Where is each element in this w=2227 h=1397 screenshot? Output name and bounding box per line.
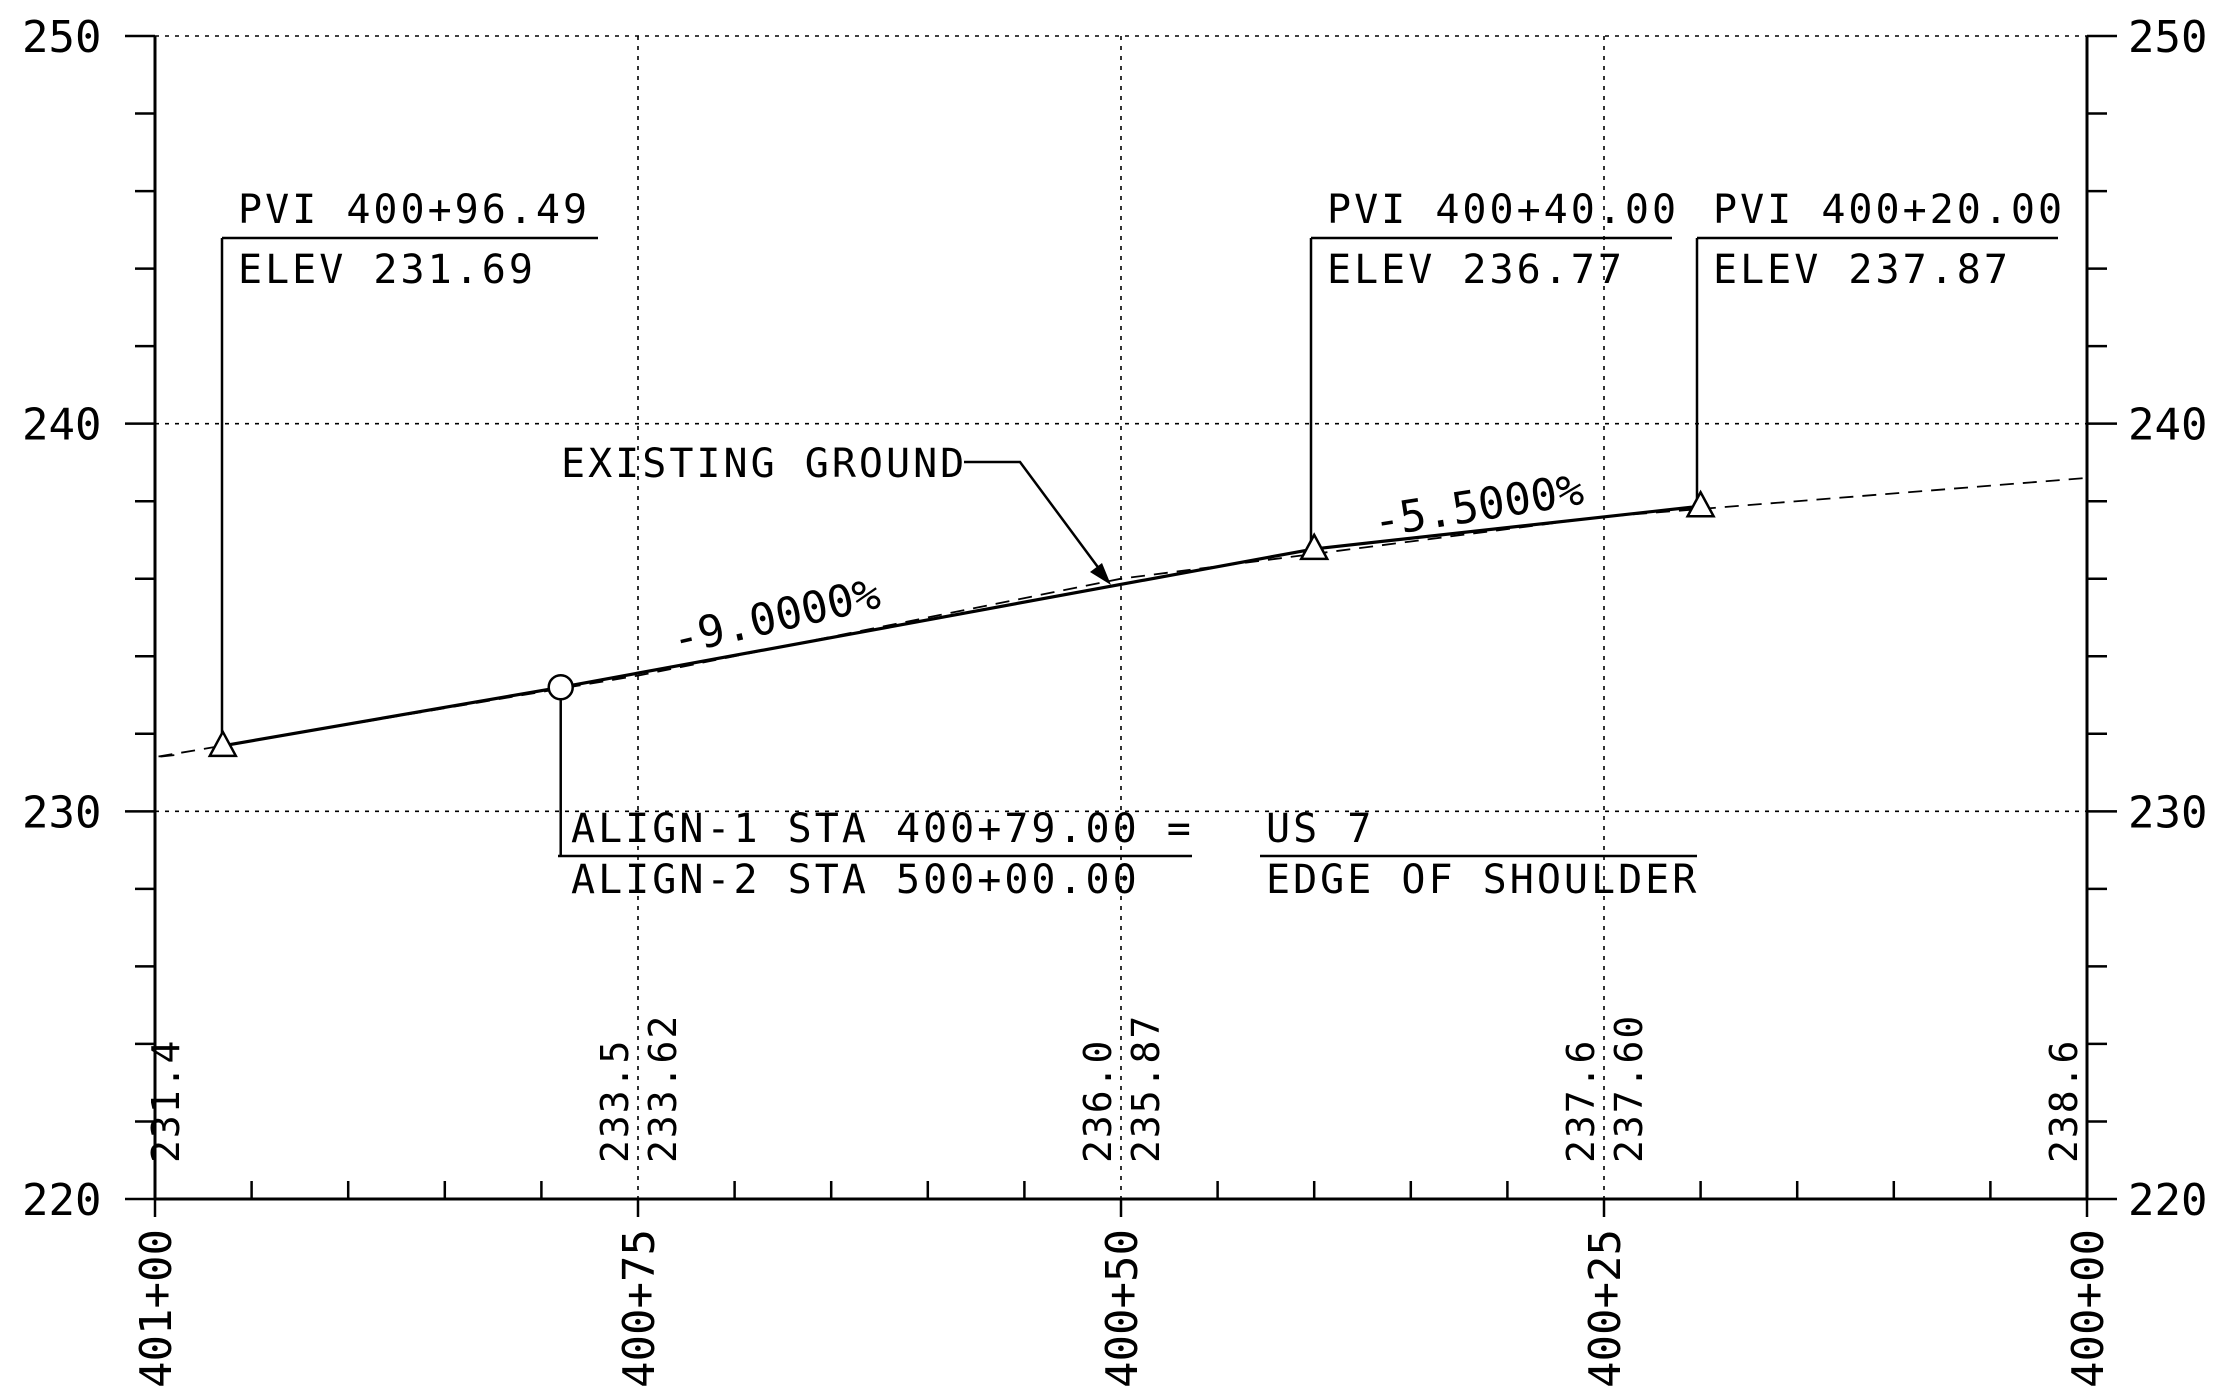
y-tick-labels: 220 220 230 230 240 240 250 250 (22, 12, 2207, 1226)
grade-label-1: -9.0000% (667, 568, 885, 665)
existing-elevation-label: 233.5 (593, 1039, 637, 1163)
station-equation-line1: ALIGN-1 STA 400+79.00 = (571, 806, 1194, 852)
x-tick-label: 400+75 (614, 1229, 665, 1388)
existing-elevation-label: 237.6 (1559, 1039, 1603, 1163)
pvi-elevation-label: ELEV 231.69 (238, 247, 536, 293)
grade-elevation-label: 233.62 (641, 1014, 685, 1163)
existing-elevation-label: 238.6 (2042, 1039, 2086, 1163)
station-equation-marker (547, 674, 574, 701)
existing-ground-leader (964, 460, 1105, 575)
y-tick-label-left: 250 (22, 12, 101, 63)
y-tick-label-right: 240 (2128, 400, 2207, 451)
us7-line2: EDGE OF SHOULDER (1266, 857, 1699, 903)
grade-elevation-label: 237.60 (1607, 1014, 1651, 1163)
existing-ground-label: EXISTING GROUND (561, 441, 967, 487)
us7-line1: US 7 (1266, 806, 1374, 852)
x-tick-label: 400+50 (1097, 1229, 1148, 1388)
x-tick-label: 401+00 (131, 1229, 182, 1388)
y-tick-label-left: 240 (22, 400, 101, 451)
existing-ground-arrowhead (1090, 563, 1111, 585)
y-tick-label-left: 230 (22, 787, 101, 838)
pvi-station-label: PVI 400+40.00 (1327, 187, 1679, 233)
pvi-triangle (207, 729, 238, 758)
pvi-elevation-label: ELEV 237.87 (1713, 247, 2011, 293)
y-tick-label-right: 220 (2128, 1175, 2207, 1226)
elevation-readouts: 231.4 233.5 236.0 237.6 238.6 233.62 235.87 237… (144, 1014, 2086, 1163)
grid-lines (155, 35, 2087, 1199)
x-tick-label: 400+25 (1580, 1229, 1631, 1388)
existing-elevation-label: 236.0 (1076, 1039, 1120, 1163)
pvi-callouts: PVI 400+96.49 ELEV 231.69 PVI 400+40.00 ELE… (207, 187, 2065, 758)
pvi-elevation-label: ELEV 236.77 (1327, 247, 1625, 293)
proposed-grade-line (222, 504, 1701, 748)
pvi-station-label: PVI 400+96.49 (238, 187, 590, 233)
existing-ground-line (154, 477, 2088, 758)
station-equation-line2: ALIGN-2 STA 500+00.00 (571, 857, 1140, 903)
tick-marks (125, 34, 2117, 1217)
grade-elevation-label: 235.87 (1124, 1014, 1168, 1163)
grade-label-2: -5.5000% (1370, 464, 1587, 548)
pvi-triangle (1685, 489, 1716, 518)
x-tick-label: 400+00 (2063, 1229, 2114, 1388)
y-tick-label-right: 250 (2128, 12, 2207, 63)
x-tick-labels: 401+00 400+75 400+50 400+25 400+00 (131, 1229, 2114, 1388)
pvi-triangle (1299, 532, 1330, 561)
y-tick-label-right: 230 (2128, 787, 2207, 838)
y-tick-label-left: 220 (22, 1175, 101, 1226)
pvi-station-label: PVI 400+20.00 (1713, 187, 2065, 233)
existing-elevation-label: 231.4 (144, 1039, 188, 1163)
